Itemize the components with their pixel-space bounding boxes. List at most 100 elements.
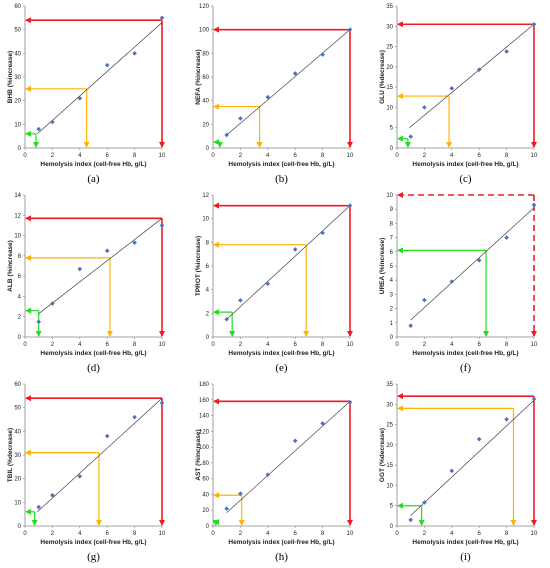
y-tick-label: 30 xyxy=(14,75,21,81)
y-tick-label: 40 xyxy=(202,492,209,498)
panel-g: 0 10 20 30 40 50 60 0 2 4 6 8 10 Hemolysis index (cel… xyxy=(0,378,183,567)
y-tick-label: 10 xyxy=(386,105,393,111)
panel-label: (h) xyxy=(275,551,288,563)
x-tick-label: 8 xyxy=(133,342,137,348)
y-tick-label: 35 xyxy=(386,382,393,388)
panel-b: 0 20 40 60 80 100 120 0 2 4 6 8 10 Hemolysis index (c… xyxy=(188,0,371,189)
chart-svg: 0 10 20 30 40 50 60 0 2 4 6 8 10 Hemolysis index (cel… xyxy=(7,382,166,563)
x-axis-label: Hemolysis index (cell-free Hb, g/L) xyxy=(412,539,518,546)
y-tick-label: 40 xyxy=(14,51,21,57)
y-tick-label: 160 xyxy=(199,398,210,404)
y-tick-label: 2 xyxy=(390,307,394,313)
y-axis-label: GGT (%decrease) xyxy=(379,428,386,482)
data-point xyxy=(320,52,325,57)
x-tick-label: 0 xyxy=(211,342,215,348)
x-tick-label: 4 xyxy=(450,153,454,159)
y-axis-label: NEFA (%increase) xyxy=(195,49,202,104)
y-tick-label: 20 xyxy=(202,508,209,514)
y-axis-label: BHB (%increase) xyxy=(7,51,14,103)
data-point xyxy=(531,202,537,208)
x-tick-label: 10 xyxy=(159,153,166,159)
x-tick-label: 6 xyxy=(294,153,298,159)
y-tick-label: 0 xyxy=(18,524,22,530)
data-point xyxy=(449,86,455,91)
y-tick-label: 25 xyxy=(386,423,393,429)
y-tick-label: 30 xyxy=(386,402,393,408)
y-tick-label: 7 xyxy=(390,236,394,242)
x-tick-label: 8 xyxy=(133,531,137,537)
x-tick-label: 6 xyxy=(106,342,110,348)
y-tick-label: 10 xyxy=(14,234,21,240)
trend-line xyxy=(225,29,351,137)
x-axis-label: Hemolysis index (cell-free Hb, g/L) xyxy=(40,161,146,168)
x-tick-label: 0 xyxy=(395,531,399,537)
x-tick-label: 4 xyxy=(266,342,270,348)
data-point xyxy=(104,248,110,254)
panel-label: (e) xyxy=(275,362,288,374)
y-tick-label: 40 xyxy=(14,429,21,435)
x-axis-label: Hemolysis index (cell-free Hb, g/L) xyxy=(228,350,334,357)
data-point xyxy=(132,51,137,56)
x-axis-label: Hemolysis index (cell-free Hb, g/L) xyxy=(228,161,334,168)
trend-line xyxy=(410,399,535,516)
x-tick-label: 2 xyxy=(239,531,243,537)
y-tick-label: 80 xyxy=(202,461,209,467)
panel-a: 0 10 20 30 40 50 60 0 2 4 6 8 10 Hemolysis index (cel… xyxy=(0,0,183,189)
trend-line xyxy=(410,207,535,321)
panel-f: 0 1 2 3 4 5 6 7 8 9 10 0 2 4 6 8 10 Hemolysis index (cell… xyxy=(372,189,550,378)
y-tick-label: 6 xyxy=(390,250,394,256)
y-tick-label: 6 xyxy=(18,274,22,280)
x-tick-label: 4 xyxy=(266,531,270,537)
data-point xyxy=(36,319,41,325)
y-tick-label: 25 xyxy=(386,45,393,51)
x-tick-label: 0 xyxy=(211,531,215,537)
data-point xyxy=(408,517,413,523)
y-tick-label: 2 xyxy=(18,315,22,321)
y-tick-label: 10 xyxy=(386,483,393,489)
x-tick-label: 10 xyxy=(347,342,354,348)
x-axis-label: Hemolysis index (cell-free Hb, g/L) xyxy=(40,350,146,357)
panel-label: (a) xyxy=(87,173,100,185)
data-point xyxy=(408,323,413,328)
y-tick-label: 2 xyxy=(206,311,210,317)
x-tick-label: 8 xyxy=(321,153,325,159)
x-tick-label: 6 xyxy=(106,153,110,159)
chart-svg: 0 2 4 6 8 10 12 14 0 2 4 6 8 10 Hemolysis index (cell-… xyxy=(7,193,166,374)
y-tick-label: 0 xyxy=(206,146,210,152)
y-tick-label: 0 xyxy=(390,146,394,152)
x-tick-label: 0 xyxy=(395,153,399,159)
y-tick-label: 15 xyxy=(386,85,393,91)
data-point xyxy=(504,49,509,54)
data-point xyxy=(347,203,353,208)
y-tick-label: 4 xyxy=(18,294,22,300)
trend-line xyxy=(37,22,163,135)
data-point xyxy=(238,116,243,121)
data-point xyxy=(504,416,509,422)
x-tick-label: 2 xyxy=(423,153,427,159)
y-tick-label: 120 xyxy=(199,429,210,435)
y-tick-label: 20 xyxy=(14,99,21,105)
y-tick-label: 120 xyxy=(199,4,210,10)
x-tick-label: 8 xyxy=(505,153,509,159)
y-tick-label: 60 xyxy=(202,75,209,81)
y-axis-label: GLU (%decrease) xyxy=(379,50,386,104)
x-tick-label: 10 xyxy=(347,153,354,159)
data-point xyxy=(347,27,353,32)
x-tick-label: 8 xyxy=(505,531,509,537)
data-point xyxy=(159,400,165,406)
x-tick-label: 4 xyxy=(266,153,270,159)
panel-label: (g) xyxy=(87,551,100,563)
trend-line xyxy=(37,397,163,513)
y-tick-label: 4 xyxy=(206,288,210,294)
y-tick-label: 30 xyxy=(386,24,393,30)
y-axis-label: UREA (%increase) xyxy=(379,238,386,294)
y-tick-label: 100 xyxy=(199,445,210,451)
x-tick-label: 2 xyxy=(423,342,427,348)
y-tick-label: 35 xyxy=(386,4,393,10)
y-tick-label: 40 xyxy=(202,99,209,105)
y-tick-label: 50 xyxy=(14,406,21,412)
data-point xyxy=(531,396,537,402)
x-tick-label: 4 xyxy=(78,342,82,348)
y-tick-label: 20 xyxy=(14,477,21,483)
